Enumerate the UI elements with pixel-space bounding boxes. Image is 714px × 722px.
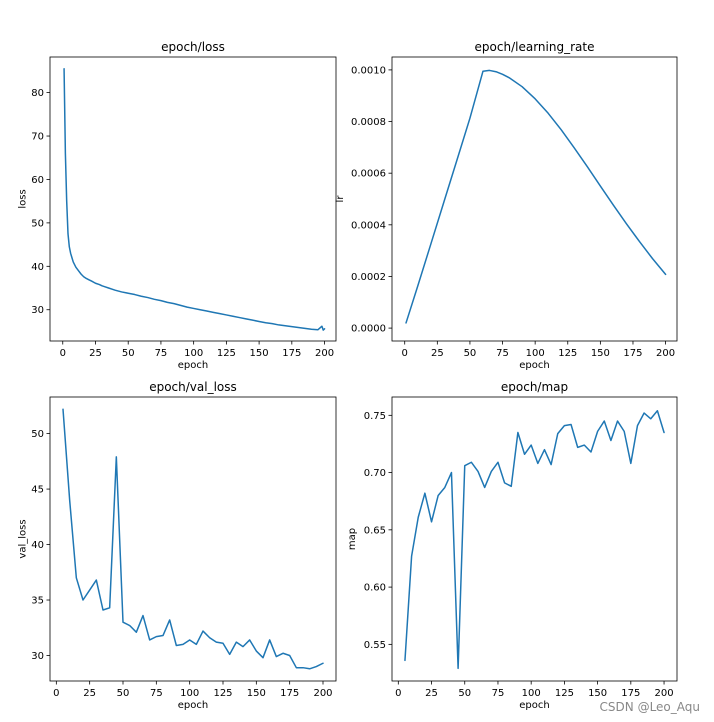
- x-tick-label-0-5: 125: [217, 348, 236, 359]
- x-tick-label-3-6: 150: [588, 688, 607, 699]
- y-tick-label-0-0: 30: [31, 305, 44, 316]
- x-tick-label-3-7: 175: [621, 688, 640, 699]
- x-axis-label-2: epoch: [178, 700, 208, 711]
- x-tick-label-3-1: 25: [425, 688, 438, 699]
- y-tick-label-1-2: 0.0004: [351, 220, 386, 231]
- y-tick-label-3-4: 0.75: [364, 411, 386, 422]
- series-line-loss: [63, 67, 326, 331]
- y-tick-label-0-4: 70: [31, 132, 44, 143]
- x-tick-label-0-7: 175: [282, 348, 301, 359]
- y-tick-label-1-4: 0.0008: [351, 117, 386, 128]
- x-tick-label-2-7: 175: [280, 688, 299, 699]
- x-axis-label-3: epoch: [519, 700, 549, 711]
- x-tick-label-0-1: 25: [89, 348, 102, 359]
- x-tick-label-1-5: 125: [558, 348, 577, 359]
- axes-frame-3: [391, 396, 678, 682]
- y-tick-label-1-5: 0.0010: [351, 65, 386, 76]
- y-tick-label-0-2: 50: [31, 218, 44, 229]
- y-tick-label-0-3: 60: [31, 175, 44, 186]
- x-tick-label-1-6: 150: [591, 348, 610, 359]
- y-tick-label-2-1: 35: [31, 596, 44, 607]
- y-tick-label-0-5: 80: [31, 88, 44, 99]
- x-tick-label-2-6: 150: [247, 688, 266, 699]
- y-axis-label-3: map: [347, 528, 358, 550]
- axes-frame-0: [49, 56, 337, 342]
- x-tick-label-2-2: 50: [117, 688, 130, 699]
- y-axis-label-2: val_loss: [18, 519, 29, 558]
- x-tick-label-3-5: 125: [555, 688, 574, 699]
- y-axis-label-0: loss: [18, 189, 29, 208]
- x-tick-label-2-3: 75: [150, 688, 163, 699]
- x-tick-label-1-0: 0: [402, 348, 408, 359]
- x-tick-label-0-2: 50: [122, 348, 135, 359]
- x-tick-label-1-2: 50: [464, 348, 477, 359]
- axes-frame-1: [391, 56, 678, 342]
- y-tick-label-2-4: 50: [31, 429, 44, 440]
- axes-frame-2: [49, 396, 337, 682]
- x-tick-label-1-4: 100: [526, 348, 545, 359]
- y-tick-label-2-3: 45: [31, 485, 44, 496]
- y-tick-label-3-0: 0.55: [364, 640, 386, 651]
- x-tick-label-3-3: 75: [492, 688, 505, 699]
- x-tick-label-2-0: 0: [53, 688, 59, 699]
- y-tick-label-2-2: 40: [31, 540, 44, 551]
- x-tick-label-3-8: 200: [654, 688, 673, 699]
- y-tick-label-1-0: 0.0000: [351, 324, 386, 335]
- x-tick-label-2-4: 100: [180, 688, 199, 699]
- x-tick-label-1-1: 25: [431, 348, 444, 359]
- y-tick-label-2-0: 30: [31, 651, 44, 662]
- y-axis-label-1: lr: [335, 195, 346, 203]
- y-tick-label-1-3: 0.0006: [351, 169, 386, 180]
- y-tick-label-1-1: 0.0002: [351, 272, 386, 283]
- y-tick-label-3-2: 0.65: [364, 525, 386, 536]
- y-tick-label-3-3: 0.70: [364, 468, 386, 479]
- y-tick-label-3-1: 0.60: [364, 583, 386, 594]
- x-tick-label-0-6: 150: [250, 348, 269, 359]
- x-tick-label-0-4: 100: [184, 348, 203, 359]
- y-tick-label-0-1: 40: [31, 262, 44, 273]
- series-line-lr: [405, 69, 667, 324]
- x-axis-label-1: epoch: [519, 360, 549, 371]
- x-axis-label-0: epoch: [178, 360, 208, 371]
- x-tick-label-3-2: 50: [458, 688, 471, 699]
- x-tick-label-3-0: 0: [395, 688, 401, 699]
- watermark: CSDN @Leo_Aqu: [599, 700, 700, 714]
- x-tick-label-0-0: 0: [60, 348, 66, 359]
- chart-title-1: epoch/learning_rate: [475, 40, 595, 54]
- x-tick-label-0-3: 75: [155, 348, 168, 359]
- chart-title-0: epoch/loss: [161, 40, 225, 54]
- chart-title-2: epoch/val_loss: [149, 380, 237, 394]
- x-tick-label-3-4: 100: [522, 688, 541, 699]
- series-line-map: [404, 409, 665, 670]
- x-tick-label-2-8: 200: [313, 688, 332, 699]
- x-tick-label-0-8: 200: [315, 348, 334, 359]
- x-tick-label-2-1: 25: [83, 688, 96, 699]
- x-tick-label-2-5: 125: [213, 688, 232, 699]
- chart-title-3: epoch/map: [501, 380, 568, 394]
- series-line-val_loss: [62, 408, 324, 670]
- x-tick-label-1-7: 175: [623, 348, 642, 359]
- x-tick-label-1-8: 200: [656, 348, 675, 359]
- x-tick-label-1-3: 75: [496, 348, 509, 359]
